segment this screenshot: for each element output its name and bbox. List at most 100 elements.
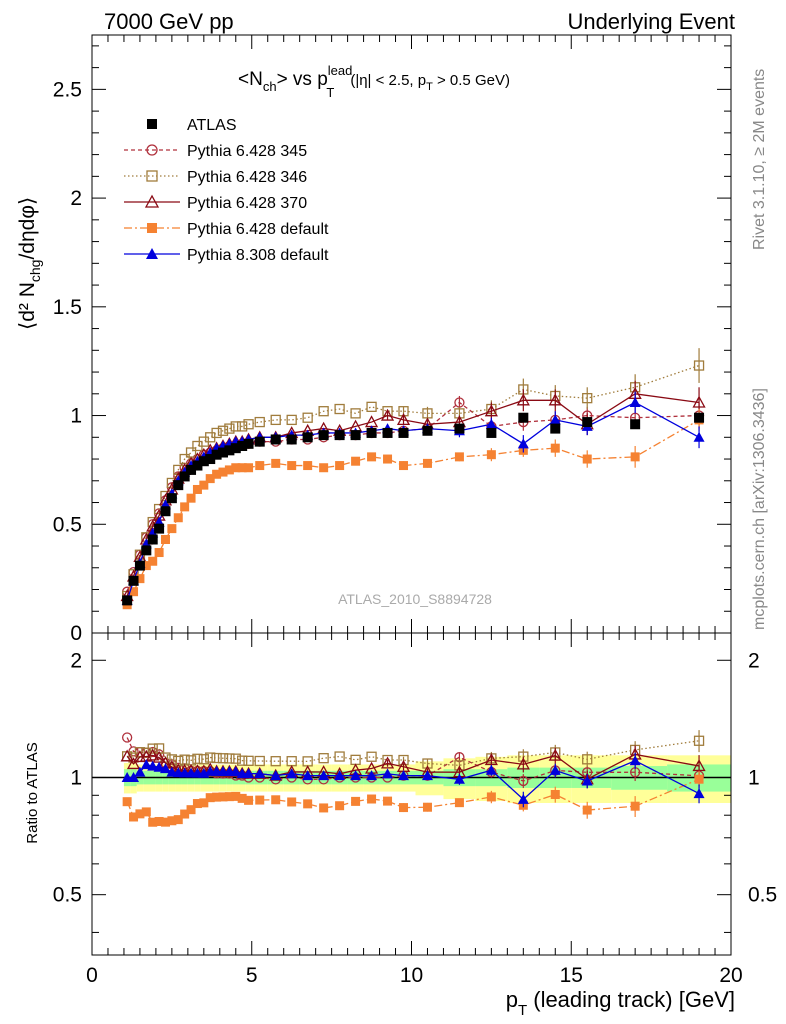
ratio-point — [212, 792, 222, 802]
data-point — [382, 427, 393, 438]
ratio-point — [160, 752, 171, 763]
ratio-point — [135, 809, 145, 819]
ratio-point — [140, 759, 152, 770]
data-point — [549, 414, 561, 425]
data-point — [550, 443, 560, 453]
data-point — [350, 430, 361, 441]
ratio-y-tick-label-right: 1 — [748, 766, 760, 789]
ratio-point — [454, 798, 464, 808]
x-tick-label: 20 — [719, 964, 742, 987]
ratio-point — [270, 756, 281, 767]
ratio-point — [453, 773, 465, 784]
series-0 — [122, 412, 705, 606]
ratio-point — [244, 795, 254, 805]
ratio-y-tick-label: 1 — [70, 766, 82, 789]
ratio-point — [231, 791, 241, 801]
data-point — [517, 438, 529, 449]
header-left: 7000 GeV pp — [104, 9, 234, 34]
ratio-point — [122, 797, 132, 807]
ratio-point — [160, 817, 170, 827]
ratio-point — [518, 775, 529, 787]
data-point — [179, 471, 190, 482]
ratio-point — [318, 770, 330, 781]
ratio-point — [380, 756, 395, 769]
data-point — [383, 454, 393, 464]
data-point — [192, 484, 202, 494]
ratio-point — [486, 792, 496, 802]
ratio-point — [367, 794, 377, 804]
data-point — [366, 401, 377, 412]
ratio-point — [629, 755, 641, 766]
ratio-point — [211, 752, 222, 764]
data-point — [231, 463, 241, 473]
ratio-point — [205, 752, 216, 763]
data-point — [548, 393, 562, 406]
ratio-point — [581, 775, 593, 786]
data-point — [302, 412, 313, 423]
ratio-point — [334, 770, 346, 781]
ratio-point — [192, 799, 202, 809]
ratio-point — [153, 761, 165, 772]
data-point — [692, 395, 706, 408]
ratio-point — [166, 754, 178, 765]
data-point — [224, 465, 234, 475]
data-point — [237, 463, 247, 473]
ratio-point — [230, 766, 242, 777]
ratio-point — [548, 748, 562, 761]
data-point — [160, 534, 170, 544]
ratio-point — [422, 758, 433, 769]
ratio-point — [255, 795, 265, 805]
ratio-point — [254, 755, 265, 767]
data-point — [270, 434, 281, 445]
data-point — [224, 445, 235, 456]
plot-title: <Nch> vs plead T(|η| < 2.5, pT > 0.5 GeV) — [238, 63, 510, 100]
x-axis-label: pT (leading track) [GeV] — [506, 987, 735, 1019]
data-point — [186, 493, 196, 503]
data-point — [287, 461, 297, 471]
data-point — [211, 449, 222, 460]
ratio-point — [319, 803, 329, 813]
data-point — [255, 461, 265, 471]
data-point — [270, 414, 281, 426]
data-point — [486, 450, 496, 460]
data-point — [217, 447, 228, 458]
x-tick-label: 5 — [246, 964, 258, 987]
data-point — [335, 461, 345, 471]
data-point — [141, 545, 152, 556]
ratio-ylabel: Ratio to ATLAS — [24, 742, 41, 843]
ratio-y-tick-label-right: 2 — [748, 649, 760, 672]
ratio-point — [302, 770, 314, 781]
data-point — [396, 413, 411, 426]
ratio-point — [237, 793, 247, 803]
legend-marker — [146, 170, 158, 182]
x-tick-label: 0 — [86, 964, 98, 987]
ratio-point — [167, 816, 177, 826]
ratio-point — [243, 755, 254, 766]
data-point — [484, 404, 498, 417]
data-point — [302, 432, 313, 443]
data-point — [319, 463, 329, 473]
y-tick-label: 1 — [70, 405, 82, 428]
ratio-point — [303, 799, 313, 809]
ratio-axis-ticks: 0 5 10 15 20 0.5 1 2 0.5 1 2 — [53, 633, 777, 987]
ratio-point — [224, 753, 235, 764]
data-point — [485, 418, 497, 429]
legend-marker — [144, 194, 160, 208]
data-point — [135, 574, 145, 584]
series-line — [126, 419, 700, 606]
main-axis-ticks: 0 0.5 1 1.5 2 2.5 — [53, 35, 732, 645]
data-point — [148, 556, 158, 566]
ratio-point — [582, 754, 593, 765]
data-point — [582, 392, 593, 404]
data-point — [243, 419, 254, 430]
data-point — [694, 412, 705, 423]
data-point — [334, 403, 345, 415]
data-point — [422, 458, 432, 468]
ratio-point — [318, 753, 329, 764]
data-point — [318, 430, 329, 441]
ratio-point — [399, 803, 409, 813]
ratio-point — [516, 757, 530, 770]
data-point — [271, 458, 281, 468]
data-point — [244, 463, 254, 473]
data-point — [237, 440, 248, 451]
